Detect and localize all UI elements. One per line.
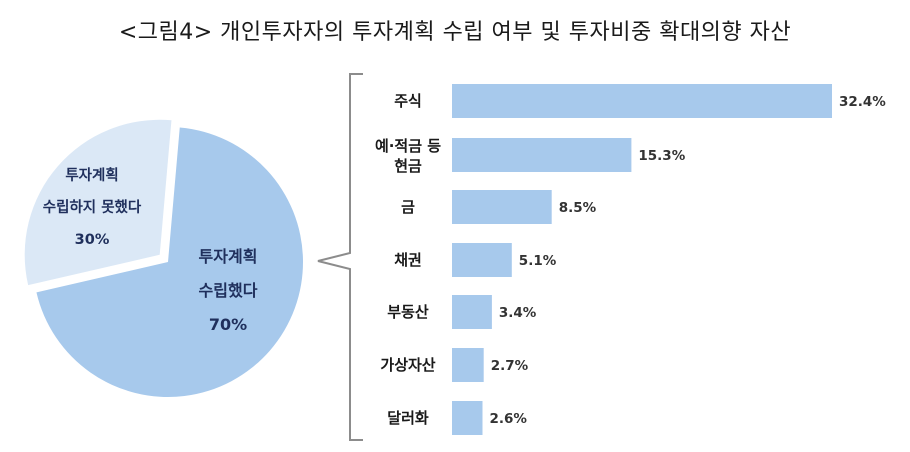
chart-title: <그림4> 개인투자자의 투자계획 수립 여부 및 투자비중 확대의향 자산 (118, 20, 792, 45)
pie-label-planned: 투자계획 (199, 247, 258, 266)
bar-value-label: 8.5% (559, 200, 597, 216)
bar-value-label: 5.1% (519, 253, 557, 269)
bar (452, 295, 492, 329)
pie-label-not-planned: 30% (75, 232, 110, 248)
pie-slice-planned (36, 127, 303, 397)
pie-label-planned: 수립했다 (199, 281, 258, 300)
pie-label-not-planned: 투자계획 (65, 166, 118, 184)
category-label: 주식 (394, 92, 422, 110)
bar-value-label: 32.4% (839, 94, 886, 110)
category-label: 예·적금 등 (375, 137, 441, 155)
bar (452, 401, 483, 435)
pie-label-not-planned: 수립하지 못했다 (43, 199, 142, 216)
pie-slice-not-planned (24, 119, 172, 286)
category-label: 현금 (394, 157, 422, 175)
bar (452, 243, 512, 277)
category-label: 채권 (394, 251, 422, 269)
bar (452, 84, 832, 118)
bar-chart: 32.4% 주식 15.3% 예·적금 등현금 8.5% 금 5.1% 채권 3.4% 부동산 2.… (375, 84, 886, 435)
category-label: 가상자산 (380, 356, 435, 374)
pie-label-planned: 70% (209, 315, 247, 334)
bar-value-label: 2.7% (491, 358, 529, 374)
category-label: 금 (401, 198, 415, 216)
category-label: 달러화 (387, 409, 429, 427)
bracket-connector (317, 73, 363, 441)
bar (452, 348, 484, 382)
bar-value-label: 2.6% (490, 411, 528, 427)
bar (452, 138, 632, 172)
bar-value-label: 15.3% (638, 148, 685, 164)
category-label: 부동산 (387, 303, 429, 321)
bar-value-label: 3.4% (499, 305, 537, 321)
bar (452, 190, 552, 224)
